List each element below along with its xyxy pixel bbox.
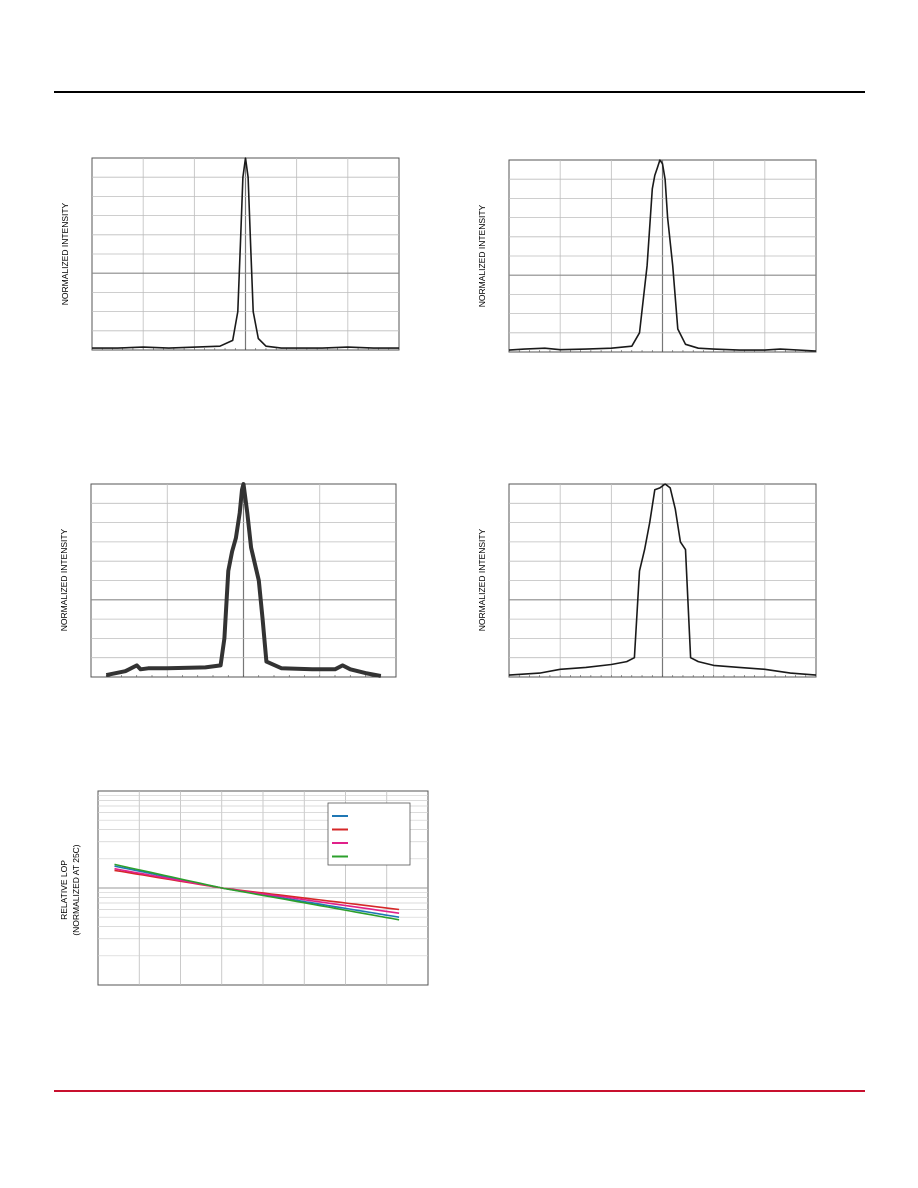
legend-box (327, 802, 411, 866)
y-axis-label: NORMALIZED INTENSITY (60, 202, 70, 305)
y-axis-label-secondary: (NORMALIZED AT 25C) (71, 844, 81, 935)
chart-spectrum-4: NORMALIZED INTENSITY (477, 483, 817, 678)
series-line (92, 157, 399, 349)
series-lines (114, 863, 400, 921)
chart-spectrum-1: NORMALIZED INTENSITY (60, 157, 400, 351)
gridlines (98, 791, 428, 985)
y-axis-label: NORMALIZED INTENSITY (59, 528, 69, 631)
gridlines (91, 158, 400, 350)
series-line (508, 483, 817, 676)
gridlines (90, 484, 397, 677)
series-line (114, 867, 400, 914)
chart-spectrum-3: NORMALIZED INTENSITY (59, 482, 397, 678)
header-rule (54, 91, 865, 93)
y-axis-label: NORMALIZED INTENSITY (477, 528, 487, 631)
series-line (114, 863, 400, 921)
series-line (508, 159, 817, 352)
chart-spectrum-2: NORMALIZED INTENSITY (477, 159, 817, 353)
gridlines (508, 484, 817, 677)
y-axis-label: NORMALIZED INTENSITY (477, 204, 487, 307)
gridlines (508, 160, 817, 352)
chart-relative-lop: RELATIVE LOP (NORMALIZED AT 25C) (59, 790, 429, 986)
legend (327, 802, 411, 866)
series-line (105, 482, 382, 678)
footer-rule (54, 1090, 865, 1092)
y-axis-label: RELATIVE LOP (59, 860, 69, 920)
